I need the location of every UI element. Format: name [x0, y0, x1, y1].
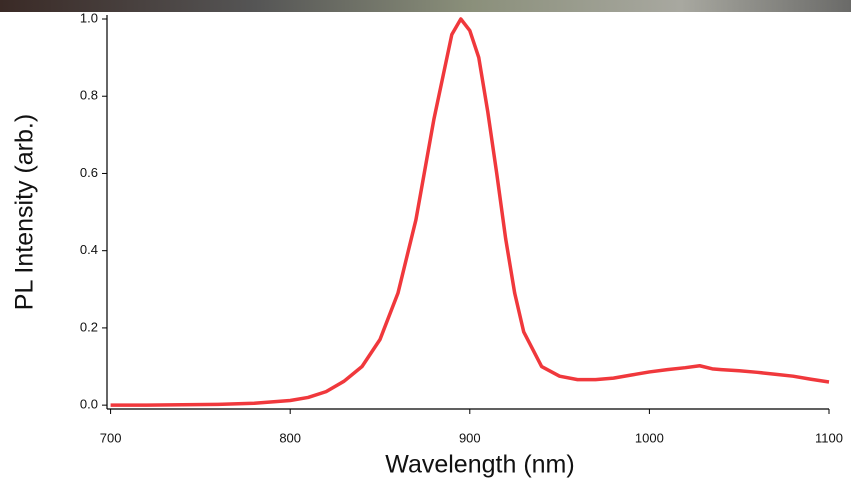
y-tick-label: 0.6: [80, 165, 98, 180]
x-tick-label: 900: [459, 430, 481, 445]
x-tick-label: 800: [279, 430, 301, 445]
x-axis-title: Wavelength (nm): [385, 451, 574, 479]
y-tick-label: 0.2: [80, 319, 98, 334]
y-tick-label: 0.8: [80, 88, 98, 103]
x-tick-label: 1100: [815, 430, 843, 445]
y-tick-label: 0.4: [80, 242, 98, 257]
y-tick-label: 0.0: [80, 397, 98, 412]
data-line: [110, 17, 830, 407]
x-tick-label: 1000: [635, 430, 664, 445]
y-tick-label: 1.0: [80, 10, 98, 25]
y-axis-title: PL Intensity (arb.): [11, 114, 39, 310]
x-tick-label: 700: [100, 430, 122, 445]
background-photo-strip: [0, 0, 851, 12]
